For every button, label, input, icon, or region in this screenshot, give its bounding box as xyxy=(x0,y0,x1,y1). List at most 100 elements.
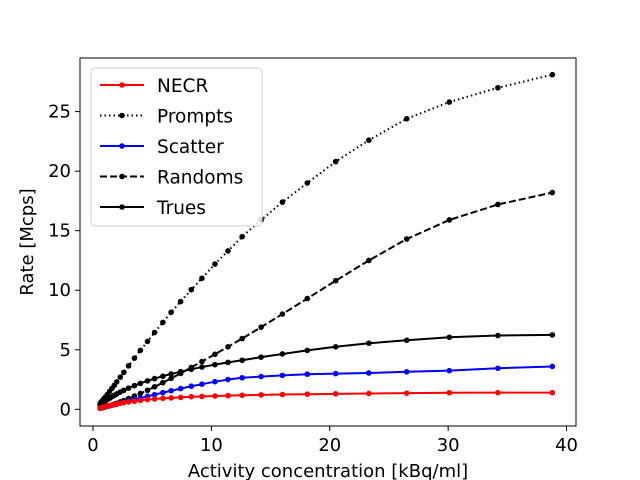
data-point xyxy=(151,396,158,402)
data-point xyxy=(144,378,151,384)
data-point xyxy=(177,298,184,305)
data-point xyxy=(332,158,339,165)
data-point xyxy=(446,334,453,341)
data-point xyxy=(120,369,127,376)
data-point xyxy=(212,261,218,267)
data-point xyxy=(151,384,158,390)
data-point xyxy=(113,379,120,385)
data-point xyxy=(212,351,218,358)
data-point xyxy=(366,137,372,143)
data-point xyxy=(304,347,311,354)
data-point xyxy=(177,385,184,392)
data-point xyxy=(239,357,245,364)
data-point xyxy=(151,329,158,336)
data-point xyxy=(332,277,339,284)
data-point xyxy=(366,370,372,376)
data-point xyxy=(144,387,151,394)
data-point xyxy=(403,390,410,396)
data-point xyxy=(403,236,410,242)
data-point xyxy=(225,359,231,366)
x-tick-label: 0 xyxy=(87,435,98,456)
data-point xyxy=(366,257,372,264)
data-point xyxy=(225,344,231,350)
data-point xyxy=(258,392,264,398)
plot-area xyxy=(97,71,556,411)
data-point xyxy=(168,395,174,401)
data-point xyxy=(366,390,372,397)
data-point xyxy=(168,375,174,382)
data-point xyxy=(188,383,195,390)
legend-marker xyxy=(119,204,125,210)
data-point xyxy=(495,332,501,339)
data-point xyxy=(366,340,372,347)
data-point xyxy=(239,233,245,240)
data-point xyxy=(239,335,245,342)
series-line xyxy=(99,73,553,405)
data-point xyxy=(332,391,339,397)
data-point xyxy=(446,367,453,374)
data-point xyxy=(549,332,556,338)
data-point xyxy=(549,363,556,370)
data-point xyxy=(199,381,205,387)
data-point xyxy=(137,397,144,404)
data-point xyxy=(131,355,138,361)
data-point xyxy=(495,365,501,372)
legend-marker xyxy=(119,173,125,180)
series-scatter xyxy=(97,363,556,411)
data-point xyxy=(160,319,166,326)
data-point xyxy=(151,391,158,398)
y-tick-label: 15 xyxy=(48,221,71,242)
data-point xyxy=(137,390,144,397)
data-point xyxy=(304,391,311,398)
legend: NECR Prompts Scatter Randoms Trues xyxy=(90,67,263,227)
data-point xyxy=(279,372,286,379)
legend-item-necr: NECR xyxy=(100,76,208,97)
data-point xyxy=(177,370,184,377)
data-point xyxy=(279,391,286,398)
data-point xyxy=(258,354,264,360)
data-point xyxy=(125,399,132,405)
legend-label: Randoms xyxy=(157,168,243,189)
data-point xyxy=(279,351,286,357)
data-point xyxy=(549,189,556,196)
data-point xyxy=(212,393,218,399)
legend-item-randoms: Randoms xyxy=(100,168,243,189)
data-point xyxy=(131,398,138,405)
data-point xyxy=(446,217,453,223)
y-tick-label: 10 xyxy=(48,280,71,301)
data-point xyxy=(212,378,218,385)
data-point xyxy=(403,115,410,122)
data-point xyxy=(446,389,453,396)
data-point xyxy=(120,387,127,394)
x-tick-label: 10 xyxy=(200,435,223,456)
data-point xyxy=(332,370,339,377)
data-point xyxy=(137,380,144,387)
data-point xyxy=(199,358,205,365)
x-axis: 0 10 20 30 40 xyxy=(87,426,578,456)
data-point xyxy=(177,394,184,401)
data-point xyxy=(144,338,151,345)
data-point xyxy=(160,373,166,380)
data-point xyxy=(258,324,264,330)
x-tick-label: 30 xyxy=(437,435,460,456)
data-point xyxy=(160,395,166,402)
data-point xyxy=(199,393,205,400)
data-point xyxy=(188,393,195,400)
data-point xyxy=(549,389,556,396)
series-line xyxy=(99,365,553,410)
data-point xyxy=(239,392,245,399)
data-point xyxy=(160,379,166,386)
data-point xyxy=(212,361,218,368)
data-point xyxy=(279,199,286,205)
legend-item-prompts: Prompts xyxy=(100,107,233,128)
data-point xyxy=(495,389,501,396)
data-point xyxy=(403,337,410,344)
data-point xyxy=(304,180,311,186)
legend-item-scatter: Scatter xyxy=(100,137,224,158)
y-tick-label: 25 xyxy=(48,102,71,123)
axes-frame xyxy=(79,57,577,427)
series-line xyxy=(99,391,553,410)
data-point xyxy=(144,396,151,403)
x-tick-label: 40 xyxy=(555,435,578,456)
